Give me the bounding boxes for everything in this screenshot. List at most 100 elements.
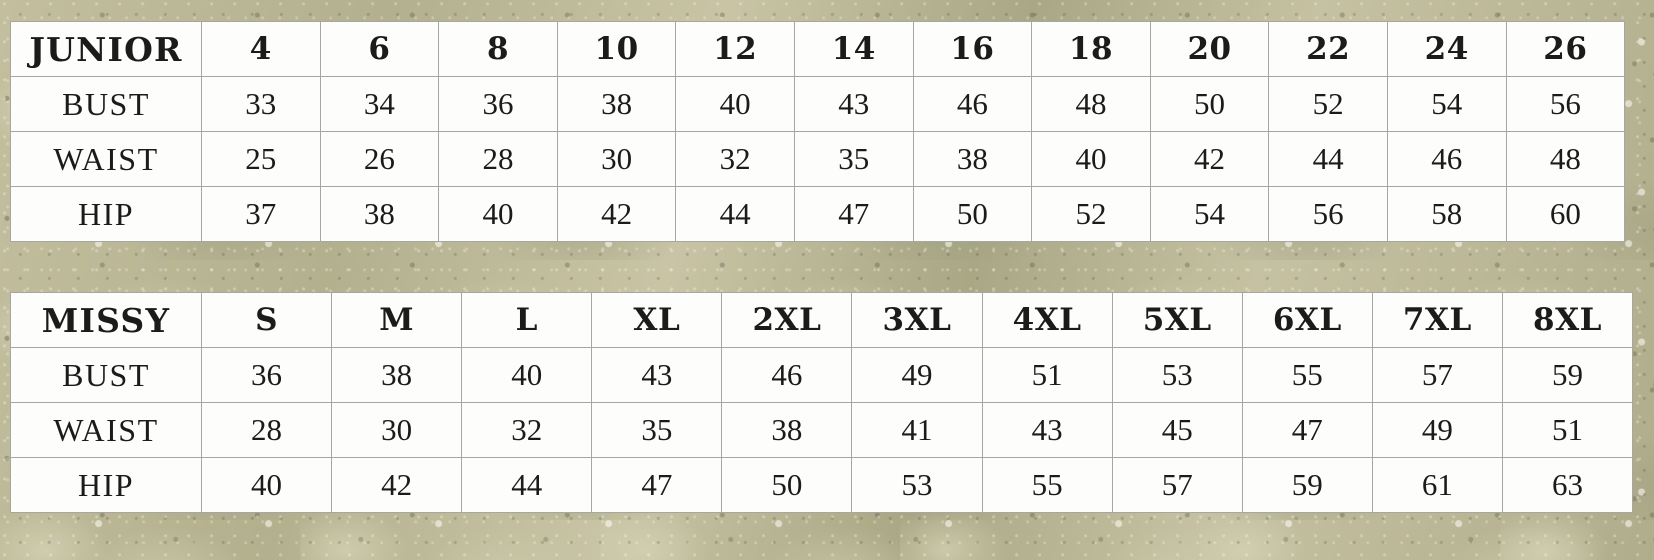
table-row: BUST 36 38 40 43 46 49 51 53 55 57 59 <box>10 347 1634 403</box>
measurement-cell: 38 <box>556 76 677 132</box>
missy-size-header: M <box>331 292 463 348</box>
measurement-cell: 50 <box>1149 76 1270 132</box>
measurement-cell: 47 <box>591 457 723 513</box>
junior-size-header: 26 <box>1505 21 1626 77</box>
measurement-cell: 40 <box>461 347 593 403</box>
measurement-cell: 52 <box>1268 76 1388 132</box>
missy-row-label-bust: BUST <box>10 347 202 403</box>
measurement-cell: 55 <box>981 457 1113 513</box>
junior-size-header: 22 <box>1268 21 1388 77</box>
measurement-cell: 50 <box>912 186 1033 242</box>
missy-size-header: 7XL <box>1371 292 1503 348</box>
measurement-cell: 59 <box>1501 347 1634 403</box>
measurement-cell: 58 <box>1386 186 1507 242</box>
junior-size-header: 14 <box>793 21 914 77</box>
measurement-cell: 28 <box>200 402 333 458</box>
measurement-cell: 36 <box>200 347 333 403</box>
measurement-cell: 33 <box>201 76 321 132</box>
junior-header-row: JUNIOR 4 6 8 10 12 14 16 18 20 22 24 26 <box>10 21 1626 77</box>
measurement-cell: 44 <box>1268 131 1388 187</box>
missy-row-label-hip: HIP <box>10 457 202 513</box>
table-row: WAIST 25 26 28 30 32 35 38 40 42 44 46 48 <box>10 131 1626 187</box>
measurement-cell: 51 <box>1501 402 1634 458</box>
junior-row-label-bust: BUST <box>10 76 202 132</box>
measurement-cell: 38 <box>912 131 1033 187</box>
measurement-cell: 51 <box>981 347 1113 403</box>
measurement-cell: 44 <box>461 457 593 513</box>
measurement-cell: 52 <box>1031 186 1151 242</box>
missy-size-header: 3XL <box>851 292 983 348</box>
measurement-cell: 37 <box>201 186 321 242</box>
measurement-cell: 47 <box>793 186 914 242</box>
missy-size-header: 8XL <box>1501 292 1634 348</box>
measurement-cell: 35 <box>591 402 723 458</box>
missy-size-header: 6XL <box>1241 292 1373 348</box>
measurement-cell: 28 <box>438 131 558 187</box>
measurement-cell: 38 <box>331 347 463 403</box>
measurement-cell: 46 <box>912 76 1033 132</box>
missy-size-header: 2XL <box>721 292 853 348</box>
missy-size-header: XL <box>591 292 723 348</box>
measurement-cell: 43 <box>981 402 1113 458</box>
junior-corner-label: JUNIOR <box>10 21 202 77</box>
measurement-cell: 42 <box>1149 131 1270 187</box>
measurement-cell: 42 <box>556 186 677 242</box>
measurement-cell: 54 <box>1149 186 1270 242</box>
junior-size-header: 24 <box>1386 21 1507 77</box>
measurement-cell: 50 <box>721 457 853 513</box>
junior-size-header: 18 <box>1031 21 1151 77</box>
measurement-cell: 40 <box>1031 131 1151 187</box>
junior-table-body: JUNIOR 4 6 8 10 12 14 16 18 20 22 24 26 BUST 33 34 36 38 4… <box>10 21 1626 242</box>
missy-size-header: S <box>200 292 333 348</box>
measurement-cell: 40 <box>675 76 795 132</box>
missy-row-label-waist: WAIST <box>10 402 202 458</box>
measurement-cell: 54 <box>1386 76 1507 132</box>
missy-corner-label: MISSY <box>10 292 202 348</box>
missy-size-header: L <box>461 292 593 348</box>
junior-size-header: 12 <box>675 21 795 77</box>
measurement-cell: 57 <box>1371 347 1503 403</box>
junior-size-header: 20 <box>1149 21 1270 77</box>
missy-size-header: 5XL <box>1111 292 1243 348</box>
measurement-cell: 38 <box>319 186 440 242</box>
missy-size-chart: MISSY S M L XL 2XL 3XL 4XL 5XL 6XL 7XL 8XL BUST 36 38 4… <box>10 292 1634 513</box>
measurement-cell: 26 <box>319 131 440 187</box>
measurement-cell: 34 <box>319 76 440 132</box>
junior-size-header: 4 <box>201 21 321 77</box>
missy-table-body: MISSY S M L XL 2XL 3XL 4XL 5XL 6XL 7XL 8XL BUST 36 38 4… <box>10 292 1634 513</box>
measurement-cell: 36 <box>438 76 558 132</box>
measurement-cell: 55 <box>1241 347 1373 403</box>
measurement-cell: 53 <box>1111 347 1243 403</box>
measurement-cell: 48 <box>1031 76 1151 132</box>
junior-row-label-waist: WAIST <box>10 131 202 187</box>
measurement-cell: 32 <box>675 131 795 187</box>
measurement-cell: 38 <box>721 402 853 458</box>
measurement-cell: 30 <box>556 131 677 187</box>
measurement-cell: 46 <box>1386 131 1507 187</box>
table-row: HIP 37 38 40 42 44 47 50 52 54 56 58 60 <box>10 186 1626 242</box>
measurement-cell: 56 <box>1268 186 1388 242</box>
junior-size-header: 16 <box>912 21 1033 77</box>
measurement-cell: 53 <box>851 457 983 513</box>
measurement-cell: 25 <box>201 131 321 187</box>
missy-size-header: 4XL <box>981 292 1113 348</box>
junior-size-header: 6 <box>319 21 440 77</box>
junior-size-chart: JUNIOR 4 6 8 10 12 14 16 18 20 22 24 26 BUST 33 34 36 38 4… <box>10 21 1626 242</box>
measurement-cell: 63 <box>1501 457 1634 513</box>
measurement-cell: 32 <box>461 402 593 458</box>
measurement-cell: 45 <box>1111 402 1243 458</box>
table-row: WAIST 28 30 32 35 38 41 43 45 47 49 51 <box>10 402 1634 458</box>
measurement-cell: 40 <box>200 457 333 513</box>
measurement-cell: 48 <box>1505 131 1626 187</box>
measurement-cell: 41 <box>851 402 983 458</box>
measurement-cell: 35 <box>793 131 914 187</box>
measurement-cell: 49 <box>1371 402 1503 458</box>
junior-row-label-hip: HIP <box>10 186 202 242</box>
measurement-cell: 30 <box>331 402 463 458</box>
junior-size-header: 8 <box>438 21 558 77</box>
measurement-cell: 56 <box>1505 76 1626 132</box>
measurement-cell: 46 <box>721 347 853 403</box>
measurement-cell: 59 <box>1241 457 1373 513</box>
measurement-cell: 44 <box>675 186 795 242</box>
measurement-cell: 57 <box>1111 457 1243 513</box>
